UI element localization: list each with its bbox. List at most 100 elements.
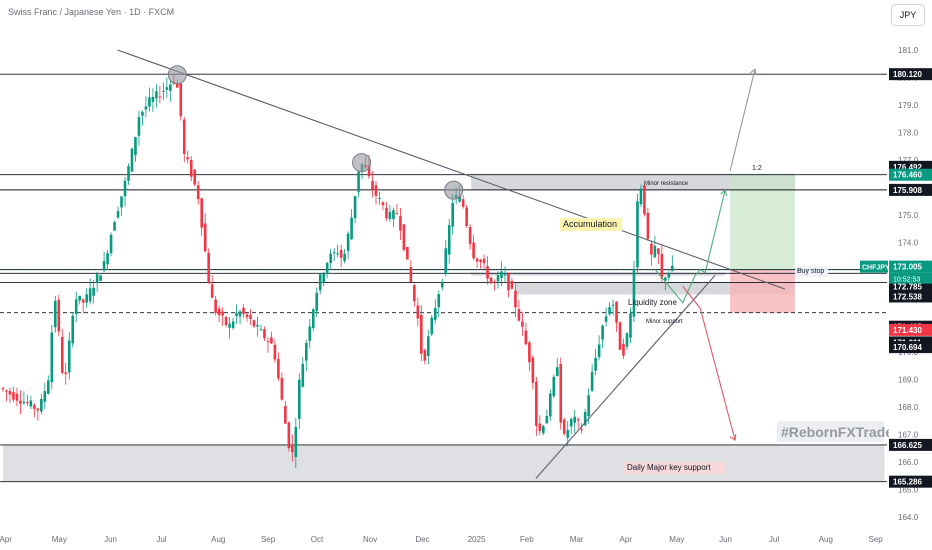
candle-body [53,300,57,328]
price-label-box [889,183,932,196]
candle-body [315,292,319,312]
minor-resistance-label: Minor resistance [644,181,689,187]
candle-body [40,399,43,412]
candle-body [611,304,615,306]
candle-body [618,322,622,350]
candle-body [430,317,434,335]
candle-body [493,281,496,283]
price-tick-label: 168.0 [898,403,919,412]
currency-selector-button[interactable]: JPY [891,4,925,26]
candle-body [650,243,653,255]
touch-circle [444,180,464,200]
candle-body [632,269,636,317]
candle-body [426,336,430,356]
zone-minor-resistance [471,173,795,190]
buy-stop-label-bg [795,266,829,277]
price-tick-label: 178.0 [898,128,919,137]
price-label: 172.538 [893,292,922,301]
candle-body [148,97,151,107]
candle-body [664,277,667,281]
candle-body [165,87,169,90]
price-tick-label: 175.0 [898,211,919,220]
candle-body [562,419,566,434]
price-label: 175.908 [893,186,922,195]
candle-body [399,216,402,231]
candle-body [587,395,590,417]
bearish-arrow-head [729,434,737,442]
candle-body [329,253,332,264]
candle-body [294,427,298,458]
candle-body [169,84,172,91]
candle-body [224,316,228,326]
price-label: 170.694 [893,343,922,352]
time-tick-label: 2025 [468,535,486,544]
candle-body [437,294,441,308]
time-tick-label: May [52,535,67,544]
candle-body [406,247,409,260]
candle-body [263,329,266,339]
trendline-2 [535,274,716,479]
price-tick-label: 165.0 [898,486,919,495]
candle-body [597,344,601,358]
candle-body [325,262,329,274]
candle-body [308,326,312,341]
time-tick-label: Jul [769,535,779,544]
time-tick-label: Sep [261,535,276,544]
price-label-box [889,341,932,354]
candle-body [489,277,493,284]
candle-body [113,222,116,231]
candle-body [270,337,273,344]
candle-body [144,106,148,110]
candle-body [615,301,618,323]
buy-stop-label: Buy stop [797,268,824,275]
candle-body [33,404,36,409]
candle-body [416,305,420,319]
candle-body [639,188,643,205]
price-label-box [889,290,932,303]
candle-body [151,96,155,102]
candle-body [378,197,381,199]
candle-body [381,202,385,206]
candle-body [385,207,388,219]
candle-body [583,411,587,426]
candle-body [545,416,549,424]
candle-body [465,207,468,227]
candle-body [629,313,632,338]
candle-body [461,199,465,207]
candle-body [5,390,8,392]
candle-body [318,274,322,291]
price-tick-label: 177.0 [898,156,919,165]
candle-body [622,343,625,356]
candle-body [130,148,134,172]
candle-body [214,299,217,313]
bullish-arrow-head [720,189,728,197]
candle-body [123,180,127,197]
position-target-box [730,174,795,270]
bearish-projection-arrow [682,285,736,441]
candle-body [277,358,280,379]
candle-body [433,308,437,320]
candle-body [392,210,395,219]
chart-title: Swiss Franc / Japanese Yen · 1D · FXCM [8,7,175,17]
candle-body [102,261,106,271]
countdown-box [889,272,932,284]
time-tick-label: Jun [719,535,732,544]
candle-body [552,376,556,397]
liquidity-zone-label: Liquidity zone [628,298,677,307]
candle-body [496,275,500,282]
time-tick-label: Feb [520,535,534,544]
candle-body [521,321,524,327]
candle-body [374,185,378,196]
candle-body [141,111,144,116]
candle-body [479,259,482,262]
candle-body [287,422,291,449]
candle-body [559,363,563,423]
candle-body [357,171,360,192]
time-tick-label: Dec [415,535,429,544]
candle-body [207,252,210,284]
price-label: 172.785 [893,283,922,292]
candle-body [311,309,315,328]
candle-body [196,185,200,200]
price-label: 165.286 [893,478,922,487]
